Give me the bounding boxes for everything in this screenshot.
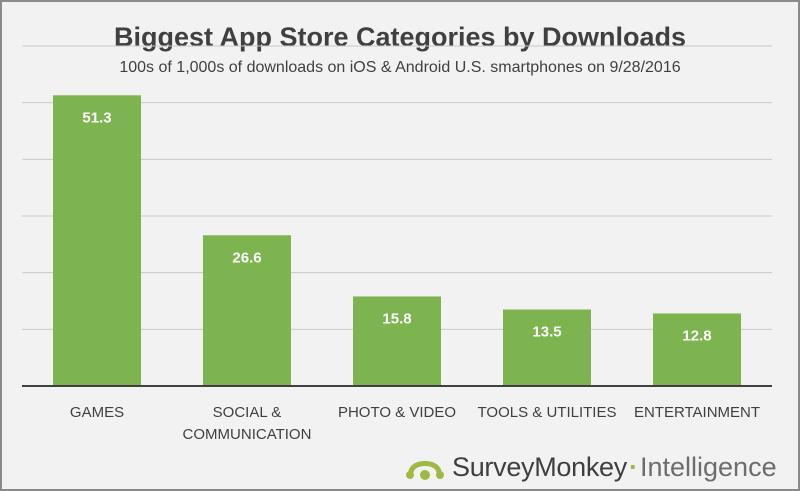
- bar: [203, 235, 291, 386]
- surveymonkey-logo-icon: [406, 461, 444, 480]
- brand-logo: SurveyMonkey · Intelligence: [404, 450, 777, 484]
- data-label: 26.6: [232, 249, 261, 266]
- brand-name: SurveyMonkey: [452, 451, 627, 482]
- chart-title: Biggest App Store Categories by Download…: [113, 22, 687, 52]
- category-label: TOOLS & UTILITIES: [478, 404, 617, 421]
- category-label: GAMES: [70, 404, 124, 421]
- brand-product: Intelligence: [639, 451, 777, 482]
- bar: [653, 313, 741, 386]
- chart-subtitle: 100s of 1,000s of downloads on iOS & And…: [119, 59, 681, 76]
- category-label: SOCIAL & COMMUNICATION: [183, 404, 312, 443]
- bar: [53, 95, 141, 387]
- brand-separator: ·: [628, 451, 638, 482]
- data-label: 15.8: [382, 310, 411, 327]
- category-label: ENTERTAINMENT: [634, 404, 760, 421]
- bar: [353, 296, 441, 386]
- data-label: 13.5: [532, 324, 561, 341]
- data-label: 12.8: [682, 327, 711, 344]
- bar: [503, 309, 591, 386]
- data-label: 51.3: [82, 109, 111, 126]
- category-label: PHOTO & VIDEO: [338, 404, 456, 421]
